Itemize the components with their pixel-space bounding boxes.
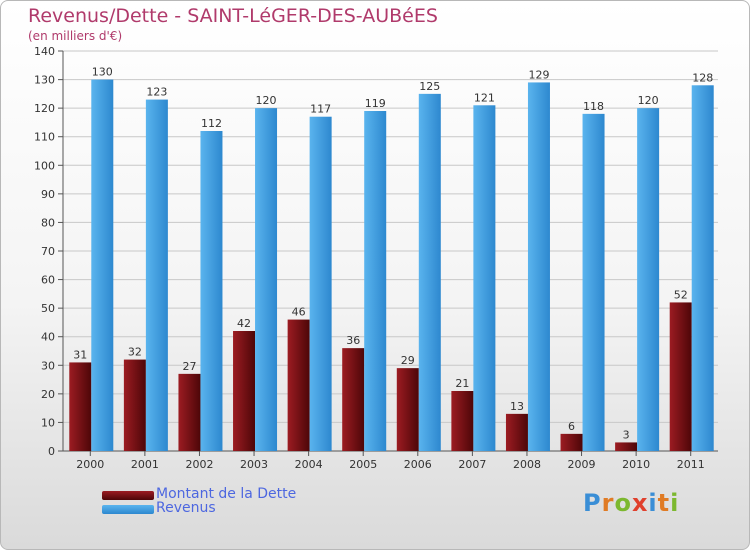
bar-debt	[396, 368, 419, 451]
data-label-revenue: 120	[638, 94, 659, 107]
y-tick-label: 110	[34, 131, 55, 144]
y-tick-label: 120	[34, 102, 55, 115]
logo-letter: o	[614, 489, 632, 517]
y-tick-label: 90	[41, 188, 55, 201]
data-label-debt: 42	[237, 317, 251, 330]
bar-revenue	[473, 105, 496, 452]
bar-revenue	[91, 79, 114, 452]
y-tick-label: 140	[34, 45, 55, 58]
bar-revenue	[418, 93, 441, 451]
data-label-debt: 27	[182, 360, 196, 373]
y-tick-label: 40	[41, 331, 55, 344]
data-label-revenue: 121	[474, 91, 495, 104]
data-label-revenue: 119	[365, 97, 386, 110]
bar-revenue	[145, 99, 168, 452]
data-label-revenue: 118	[583, 100, 604, 113]
logo-letter: i	[670, 489, 680, 517]
data-label-revenue: 130	[92, 66, 113, 79]
data-label-debt: 29	[401, 354, 415, 367]
data-label-debt: 6	[568, 420, 575, 433]
bar-revenue	[200, 131, 223, 451]
bar-debt	[669, 302, 692, 451]
data-label-revenue: 125	[419, 80, 440, 93]
data-label-revenue: 123	[146, 86, 167, 99]
bar-debt	[123, 359, 146, 451]
data-label-revenue: 112	[201, 117, 222, 130]
data-label-debt: 36	[346, 334, 360, 347]
data-label-revenue: 117	[310, 103, 331, 116]
logo-letter: r	[601, 489, 615, 517]
y-tick-label: 60	[41, 274, 55, 287]
y-tick-label: 130	[34, 74, 55, 87]
bar-debt	[287, 319, 310, 451]
data-label-debt: 31	[73, 348, 87, 361]
x-tick-label: 2002	[185, 458, 213, 471]
y-tick-label: 20	[41, 388, 55, 401]
x-tick-label: 2000	[76, 458, 104, 471]
bar-debt	[451, 391, 474, 451]
bar-revenue	[309, 116, 332, 451]
y-tick-label: 0	[48, 445, 55, 458]
x-tick-label: 2001	[131, 458, 159, 471]
logo-letter: t	[657, 489, 671, 517]
bar-revenue	[364, 111, 387, 451]
data-label-revenue: 128	[692, 71, 713, 84]
legend-label-debt: Montant de la Dette	[156, 486, 297, 502]
bar-debt	[342, 348, 365, 451]
legend-swatch-revenue	[102, 505, 154, 514]
logo-letter: x	[631, 489, 649, 517]
x-tick-label: 2007	[458, 458, 486, 471]
bar-revenue	[637, 108, 660, 452]
data-label-debt: 21	[455, 377, 469, 390]
y-tick-label: 50	[41, 302, 55, 315]
y-tick-label: 30	[41, 359, 55, 372]
x-tick-label: 2011	[677, 458, 705, 471]
bar-revenue	[582, 113, 605, 451]
bar-debt	[178, 373, 201, 451]
logo-letter: P	[583, 489, 602, 517]
x-tick-label: 2008	[513, 458, 541, 471]
y-tick-label: 80	[41, 216, 55, 229]
data-label-revenue: 129	[528, 68, 549, 81]
bar-revenue	[691, 85, 714, 452]
bar-revenue	[527, 82, 550, 451]
bar-debt	[69, 362, 92, 451]
data-label-debt: 46	[292, 306, 306, 319]
data-label-revenue: 120	[256, 94, 277, 107]
bar-debt	[615, 442, 638, 451]
bar-revenue	[255, 108, 278, 452]
bar-debt	[233, 331, 256, 451]
chart-subtitle: (en milliers d'€)	[28, 29, 123, 43]
data-label-debt: 32	[128, 346, 142, 359]
legend-label-revenue: Revenus	[156, 500, 216, 516]
y-tick-label: 70	[41, 245, 55, 258]
x-tick-label: 2010	[622, 458, 650, 471]
bar-debt	[505, 413, 528, 451]
logo-letter: i	[648, 489, 658, 517]
bar-debt	[560, 433, 583, 451]
y-tick-label: 10	[41, 416, 55, 429]
chart-title: Revenus/Dette - SAINT-LéGER-DES-AUBéES	[28, 5, 438, 27]
x-tick-label: 2004	[295, 458, 323, 471]
y-tick-label: 100	[34, 159, 55, 172]
data-label-debt: 3	[623, 428, 630, 441]
legend-swatch-debt	[102, 491, 154, 500]
proxiti-logo: Proxiti	[583, 489, 679, 517]
x-tick-label: 2005	[349, 458, 377, 471]
data-label-debt: 13	[510, 400, 524, 413]
x-tick-label: 2003	[240, 458, 268, 471]
x-tick-label: 2006	[404, 458, 432, 471]
data-label-debt: 52	[674, 288, 688, 301]
x-tick-label: 2009	[568, 458, 596, 471]
